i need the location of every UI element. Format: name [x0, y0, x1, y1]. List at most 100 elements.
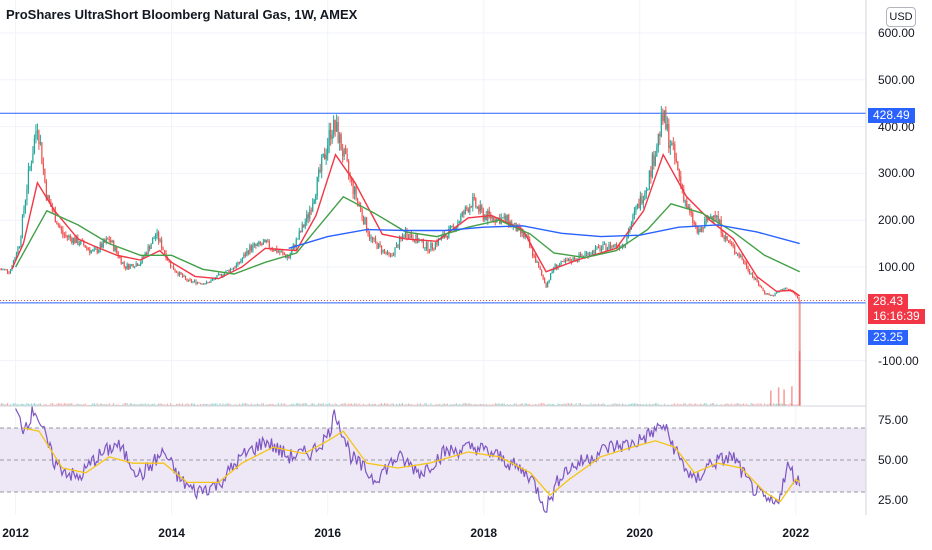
- candle-body: [762, 288, 764, 291]
- low-line-badge: 23.25: [868, 330, 909, 345]
- candle-body: [181, 274, 184, 277]
- candle-body: [612, 245, 615, 247]
- volume-bar: [99, 403, 101, 406]
- volume-bar: [413, 404, 415, 406]
- candle-body: [626, 238, 628, 245]
- candle-body: [96, 248, 98, 253]
- candle-body: [120, 257, 122, 264]
- candle-body: [455, 226, 457, 231]
- volume-bar: [520, 403, 522, 406]
- volume-bar: [771, 404, 773, 406]
- volume-bar: [735, 403, 737, 406]
- volume-bar: [170, 403, 172, 406]
- candle-body: [771, 295, 773, 296]
- volume-bar: [678, 404, 680, 406]
- volume-bar: [301, 403, 303, 406]
- volume-bar: [434, 404, 436, 406]
- volume-bar: [78, 404, 80, 406]
- candle-body: [484, 215, 486, 220]
- candle-body: [430, 243, 432, 252]
- volume-bar: [443, 403, 445, 406]
- candle-body: [728, 240, 730, 243]
- candle-body: [506, 214, 508, 221]
- volume-bar: [758, 404, 760, 406]
- candle-body: [693, 222, 695, 224]
- candle-body: [401, 236, 404, 239]
- volume-bar: [605, 404, 607, 406]
- candle-body: [650, 170, 652, 177]
- candle-body: [723, 236, 725, 240]
- volume-bar: [581, 404, 583, 406]
- candle-body: [633, 211, 636, 216]
- candle-body: [431, 243, 434, 249]
- candle-body: [763, 290, 766, 294]
- candle-body: [217, 274, 220, 276]
- volume-bar: [268, 404, 270, 406]
- volume-bar: [630, 403, 632, 406]
- volume-bar: [366, 404, 368, 406]
- volume-bar: [72, 404, 74, 406]
- candle-body: [503, 215, 505, 218]
- volume-bar: [280, 403, 282, 406]
- volume-bar: [123, 403, 125, 406]
- volume-spike: [791, 386, 793, 406]
- volume-bar: [529, 403, 531, 406]
- volume-bar: [164, 404, 166, 406]
- volume-bar: [788, 404, 790, 406]
- volume-bar: [29, 404, 31, 406]
- candle-body: [264, 239, 266, 243]
- candle-body: [327, 145, 329, 155]
- candle-body: [102, 240, 104, 248]
- volume-bar: [765, 404, 767, 406]
- volume-bar: [508, 404, 510, 406]
- currency-button[interactable]: USD: [886, 7, 916, 27]
- volume-bar: [662, 404, 664, 406]
- volume-bar: [533, 404, 535, 406]
- candle-body: [66, 235, 68, 238]
- volume-bar: [333, 404, 335, 406]
- volume-spike: [783, 389, 785, 406]
- volume-bar: [282, 404, 284, 406]
- volume-bar: [9, 404, 11, 406]
- volume-bar: [168, 404, 170, 406]
- volume-bar: [330, 404, 332, 406]
- volume-bar: [141, 403, 143, 406]
- volume-bar: [708, 404, 710, 406]
- volume-bar: [648, 403, 650, 406]
- volume-bar: [639, 404, 641, 406]
- candle-body: [330, 129, 332, 140]
- volume-bar: [150, 404, 152, 406]
- volume-bar: [171, 404, 173, 406]
- volume-bar: [14, 403, 16, 406]
- countdown-badge: 16:16:39: [868, 309, 925, 324]
- volume-bar: [623, 404, 625, 406]
- volume-bar: [539, 403, 541, 406]
- volume-bar: [173, 404, 175, 406]
- candle-body: [187, 279, 190, 282]
- candle-body: [403, 236, 405, 238]
- volume-bar: [306, 403, 308, 406]
- rsi-series: [15, 406, 801, 513]
- volume-bar: [452, 404, 454, 406]
- volume-bar: [729, 404, 731, 406]
- candle-body: [134, 266, 136, 268]
- volume-bar: [194, 403, 196, 406]
- candle-body: [300, 231, 302, 233]
- volume-bar: [734, 403, 736, 406]
- price-tick-label: 100.00: [878, 260, 915, 274]
- volume-bar: [595, 404, 597, 406]
- volume-bar: [653, 404, 655, 406]
- candle-body: [787, 289, 790, 290]
- candle-body: [395, 244, 398, 248]
- volume-bar: [633, 403, 635, 406]
- volume-bar: [659, 404, 661, 406]
- volume-bar: [331, 403, 333, 406]
- candle-body: [240, 260, 242, 264]
- candle-body: [316, 176, 318, 196]
- moving-average-line-1: [11, 152, 801, 297]
- candle-body: [446, 235, 448, 239]
- volume-bar: [696, 404, 698, 406]
- volume-bar: [779, 404, 781, 406]
- volume-bar: [548, 403, 550, 406]
